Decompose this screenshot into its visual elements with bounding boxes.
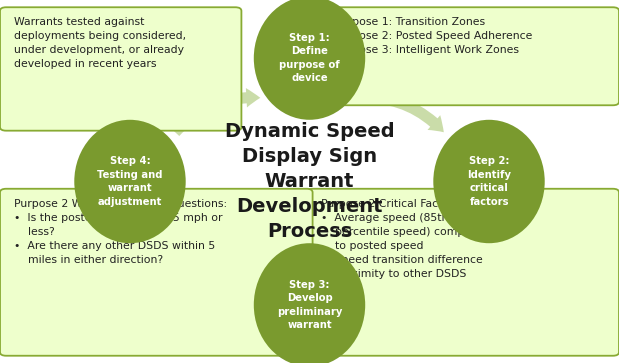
FancyArrowPatch shape xyxy=(358,227,448,275)
Ellipse shape xyxy=(74,120,186,243)
Text: Purpose 2 Warrant Example Questions:
•  Is the posted speed limit 35 mph or
    : Purpose 2 Warrant Example Questions: • I… xyxy=(14,199,227,265)
Ellipse shape xyxy=(254,243,365,363)
FancyBboxPatch shape xyxy=(306,7,619,105)
FancyArrowPatch shape xyxy=(171,88,261,136)
Text: Step 4:
Testing and
warrant
adjustment: Step 4: Testing and warrant adjustment xyxy=(97,156,163,207)
Ellipse shape xyxy=(433,120,545,243)
Text: Step 1:
Define
purpose of
device: Step 1: Define purpose of device xyxy=(279,33,340,83)
Text: Step 3:
Develop
preliminary
warrant: Step 3: Develop preliminary warrant xyxy=(277,280,342,330)
Text: Purpose 2 Critical Factors:
•  Average speed (85th
    percentile speed) compare: Purpose 2 Critical Factors: • Average sp… xyxy=(321,199,488,279)
FancyArrowPatch shape xyxy=(358,92,444,132)
Text: Warrants tested against
deployments being considered,
under development, or alre: Warrants tested against deployments bein… xyxy=(14,17,186,69)
FancyBboxPatch shape xyxy=(0,7,241,131)
Text: Step 2:
Identify
critical
factors: Step 2: Identify critical factors xyxy=(467,156,511,207)
Ellipse shape xyxy=(254,0,365,120)
Text: Dynamic Speed
Display Sign
Warrant
Development
Process: Dynamic Speed Display Sign Warrant Devel… xyxy=(225,122,394,241)
FancyBboxPatch shape xyxy=(0,189,313,356)
FancyArrowPatch shape xyxy=(175,231,261,271)
Text: •  Purpose 1: Transition Zones
•  Purpose 2: Posted Speed Adherence
•  Purpose 3: • Purpose 1: Transition Zones • Purpose … xyxy=(321,17,532,56)
FancyBboxPatch shape xyxy=(306,189,619,356)
